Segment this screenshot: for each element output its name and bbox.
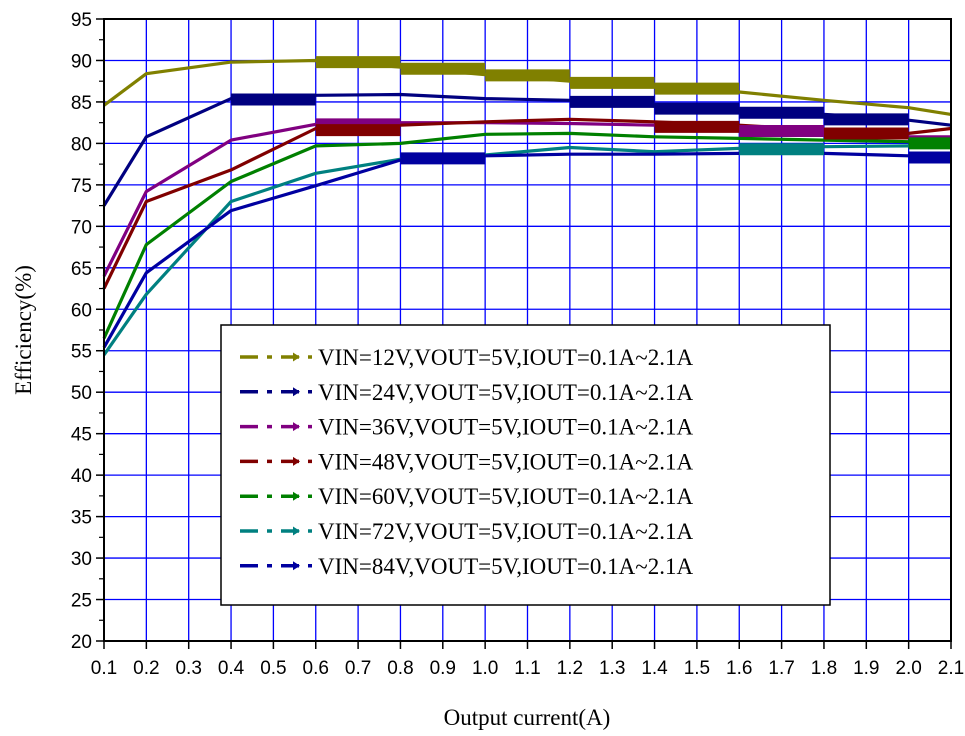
x-tick-label: 0.2	[133, 658, 159, 679]
x-tick-label: 0.6	[303, 658, 329, 679]
y-tick-label: 55	[71, 342, 92, 363]
legend-item-4: VIN=48V,VOUT=5V,IOUT=0.1A~2.1A	[240, 449, 693, 474]
x-tick-label: 0.8	[387, 658, 413, 679]
legend-label: VIN=12V,VOUT=5V,IOUT=0.1A~2.1A	[318, 345, 693, 370]
x-tick-label: 1.7	[768, 658, 794, 679]
legend-label: VIN=60V,VOUT=5V,IOUT=0.1A~2.1A	[318, 484, 693, 509]
x-tick-label: 2.1	[938, 658, 964, 679]
legend-marker	[293, 422, 300, 432]
x-tick-label: 1.5	[684, 658, 710, 679]
y-tick-label: 50	[71, 383, 92, 404]
series-line-7	[102, 151, 952, 349]
y-tick-label: 35	[71, 508, 92, 529]
x-tick-label: 2.0	[895, 658, 921, 679]
y-tick-label: 70	[71, 217, 92, 238]
y-tick-label: 30	[71, 549, 92, 570]
legend-item-1: VIN=12V,VOUT=5V,IOUT=0.1A~2.1A	[240, 345, 693, 370]
legend-marker	[293, 526, 300, 536]
legend-marker	[293, 561, 300, 571]
y-tick-label: 20	[71, 632, 92, 653]
legend-item-3: VIN=36V,VOUT=5V,IOUT=0.1A~2.1A	[240, 415, 693, 440]
x-tick-label: 0.7	[345, 658, 371, 679]
x-tick-label: 0.4	[218, 658, 245, 679]
legend-marker	[293, 352, 300, 362]
legend-marker	[293, 456, 300, 466]
x-tick-label: 1.2	[557, 658, 583, 679]
x-tick-label: 0.9	[430, 658, 456, 679]
x-tick-label: 1.9	[853, 658, 879, 679]
legend-label: VIN=84V,VOUT=5V,IOUT=0.1A~2.1A	[318, 554, 693, 579]
x-tick-label: 0.3	[175, 658, 201, 679]
legend-marker	[293, 491, 300, 501]
y-axis-title: Efficiency(%)	[11, 265, 36, 395]
legend-label: VIN=72V,VOUT=5V,IOUT=0.1A~2.1A	[318, 519, 693, 544]
x-tick-label: 1.1	[514, 658, 540, 679]
legend-item-2: VIN=24V,VOUT=5V,IOUT=0.1A~2.1A	[240, 380, 693, 405]
legend-label: VIN=48V,VOUT=5V,IOUT=0.1A~2.1A	[318, 449, 693, 474]
x-axis-title: Output current(A)	[444, 705, 611, 730]
axis-ticks: 0.1 0.2 0.3 0.4 0.5 0.6 0.7 0.8 0.9 1.0 1.1 1.2 1.3 1…	[71, 10, 964, 679]
x-tick-label: 1.4	[641, 658, 668, 679]
y-tick-label: 85	[71, 93, 92, 114]
series-line-6	[102, 144, 951, 356]
x-tick-label: 1.0	[472, 658, 498, 679]
x-tick-label: 1.8	[811, 658, 837, 679]
y-tick-label: 95	[71, 10, 92, 31]
y-tick-label: 25	[71, 591, 92, 612]
legend-item-6: VIN=72V,VOUT=5V,IOUT=0.1A~2.1A	[240, 519, 693, 544]
legend-box	[220, 324, 831, 606]
x-tick-label: 1.6	[726, 658, 752, 679]
x-tick-label: 1.3	[599, 658, 625, 679]
y-tick-label: 45	[71, 425, 92, 446]
y-tick-label: 80	[71, 134, 92, 155]
y-tick-label: 65	[71, 259, 92, 280]
y-tick-label: 75	[71, 176, 92, 197]
y-tick-label: 40	[71, 466, 92, 487]
legend-label: VIN=24V,VOUT=5V,IOUT=0.1A~2.1A	[318, 380, 693, 405]
x-tick-label: 0.1	[91, 658, 117, 679]
y-tick-label: 60	[71, 300, 92, 321]
legend: VIN=12V,VOUT=5V,IOUT=0.1A~2.1A VIN=24V,VO…	[220, 324, 831, 606]
series-line-5	[102, 131, 952, 339]
legend-label: VIN=36V,VOUT=5V,IOUT=0.1A~2.1A	[318, 415, 693, 440]
x-tick-label: 0.5	[260, 658, 286, 679]
series-highlights	[231, 56, 951, 165]
legend-marker	[293, 387, 300, 397]
legend-item-5: VIN=60V,VOUT=5V,IOUT=0.1A~2.1A	[240, 484, 693, 509]
y-tick-label: 90	[71, 51, 92, 72]
legend-item-7: VIN=84V,VOUT=5V,IOUT=0.1A~2.1A	[240, 554, 693, 579]
